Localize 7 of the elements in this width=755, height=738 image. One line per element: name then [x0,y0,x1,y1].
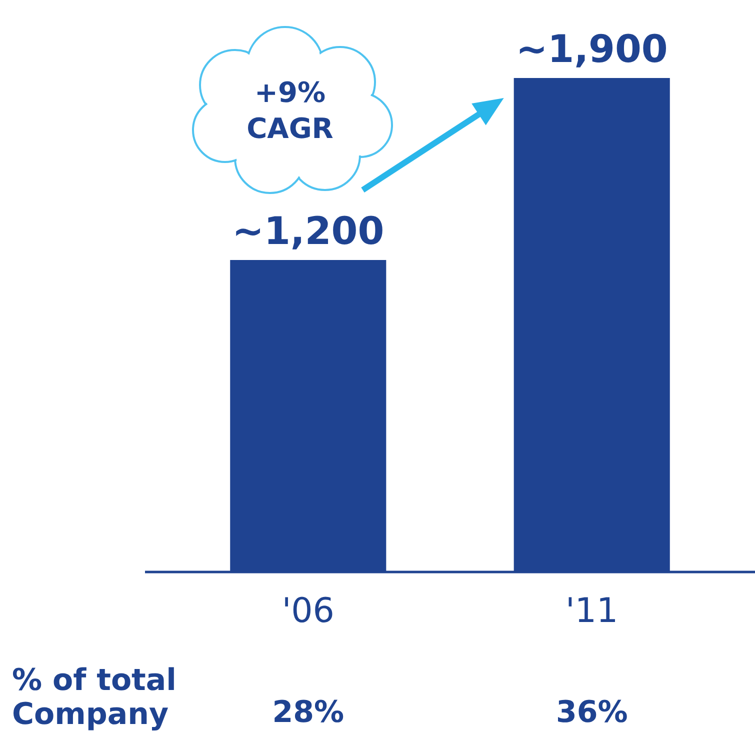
text: 28% [272,695,344,730]
text: 36% [556,695,628,730]
text: % of total Company [12,663,176,732]
data-label: ~1,900 [516,27,668,71]
data-label: ~1,200 [232,209,384,253]
x-tick-label: '06 [282,591,334,631]
x-tick-label: '11 [566,591,618,631]
